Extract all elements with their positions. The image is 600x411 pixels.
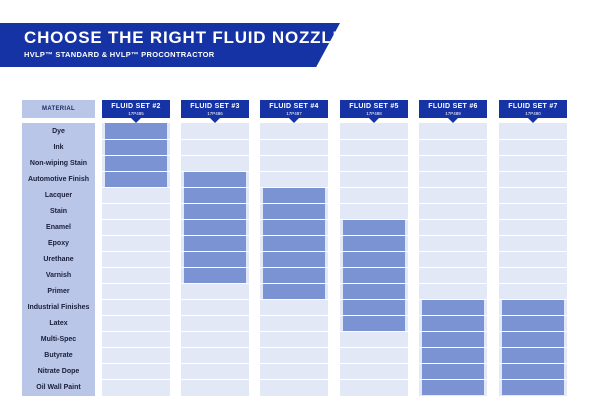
material-label: Automotive Finish [27,175,90,183]
row-divider [100,299,580,300]
row-divider [100,139,580,140]
row-divider [100,155,580,156]
row-divider [100,235,580,236]
material-label: Ink [53,143,64,151]
row-divider [100,331,580,332]
material-label: Primer [47,287,70,295]
row-divider [100,267,580,268]
fluid-set-header: FLUID SET #6 17P489 [419,100,487,118]
row-divider [100,187,580,188]
material-label: Nitrate Dope [37,367,80,375]
fluid-set-name: FLUID SET #2 [111,103,161,110]
material-label: Stain [49,207,68,215]
material-label: Dye [52,127,65,135]
header-notch [289,118,299,123]
material-label: Butyrate [44,351,73,359]
fluid-set-part-number: 17P485 [128,111,144,116]
row-divider [100,379,580,380]
row-divider [100,347,580,348]
header-notch [448,118,458,123]
row-divider [100,283,580,284]
material-label: Lacquer [44,191,73,199]
material-label: Non-wiping Stain [29,159,88,167]
row-divider [100,203,580,204]
material-label: Oil Wall Paint [36,383,81,391]
header-notch [131,118,141,123]
material-column-header: MATERIAL [22,100,95,118]
row-divider [100,219,580,220]
page-title: CHOOSE THE RIGHT FLUID NOZZLE [24,28,345,47]
fluid-set-header: FLUID SET #4 17P487 [260,100,328,118]
material-label: Latex [49,319,68,327]
material-label: Industrial Finishes [27,303,90,311]
material-label: Urethane [43,255,74,263]
material-label: Varnish [45,271,72,279]
page-subtitle: HVLP™ STANDARD & HVLP™ PROCONTRACTOR [24,50,215,59]
header-notch [369,118,379,123]
fluid-set-header: FLUID SET #7 17P490 [499,100,567,118]
fluid-set-header: FLUID SET #2 17P485 [102,100,170,118]
fluid-set-part-number: 17P487 [286,111,302,116]
header-notch [210,118,220,123]
fluid-set-name: FLUID SET #7 [508,103,558,110]
fluid-set-name: FLUID SET #6 [428,103,478,110]
fluid-set-part-number: 17P490 [525,111,541,116]
fluid-set-name: FLUID SET #3 [190,103,240,110]
fluid-set-header: FLUID SET #3 17P486 [181,100,249,118]
coverage-bar [343,219,405,331]
fluid-set-name: FLUID SET #5 [349,103,399,110]
row-divider [100,315,580,316]
coverage-bar [263,187,325,299]
material-label: Multi-Spec [40,335,77,343]
material-column [22,123,95,396]
material-label: Epoxy [47,239,69,247]
fluid-set-part-number: 17P488 [366,111,382,116]
header-notch [528,118,538,123]
row-divider [100,171,580,172]
fluid-set-part-number: 17P489 [445,111,461,116]
material-label: Enamel [46,223,71,231]
fluid-set-part-number: 17P486 [207,111,223,116]
row-divider [100,363,580,364]
coverage-bar [184,171,246,283]
fluid-set-header: FLUID SET #5 17P488 [340,100,408,118]
fluid-set-name: FLUID SET #4 [269,103,319,110]
row-divider [100,251,580,252]
title-banner: CHOOSE THE RIGHT FLUID NOZZLE HVLP™ STAN… [0,23,340,67]
